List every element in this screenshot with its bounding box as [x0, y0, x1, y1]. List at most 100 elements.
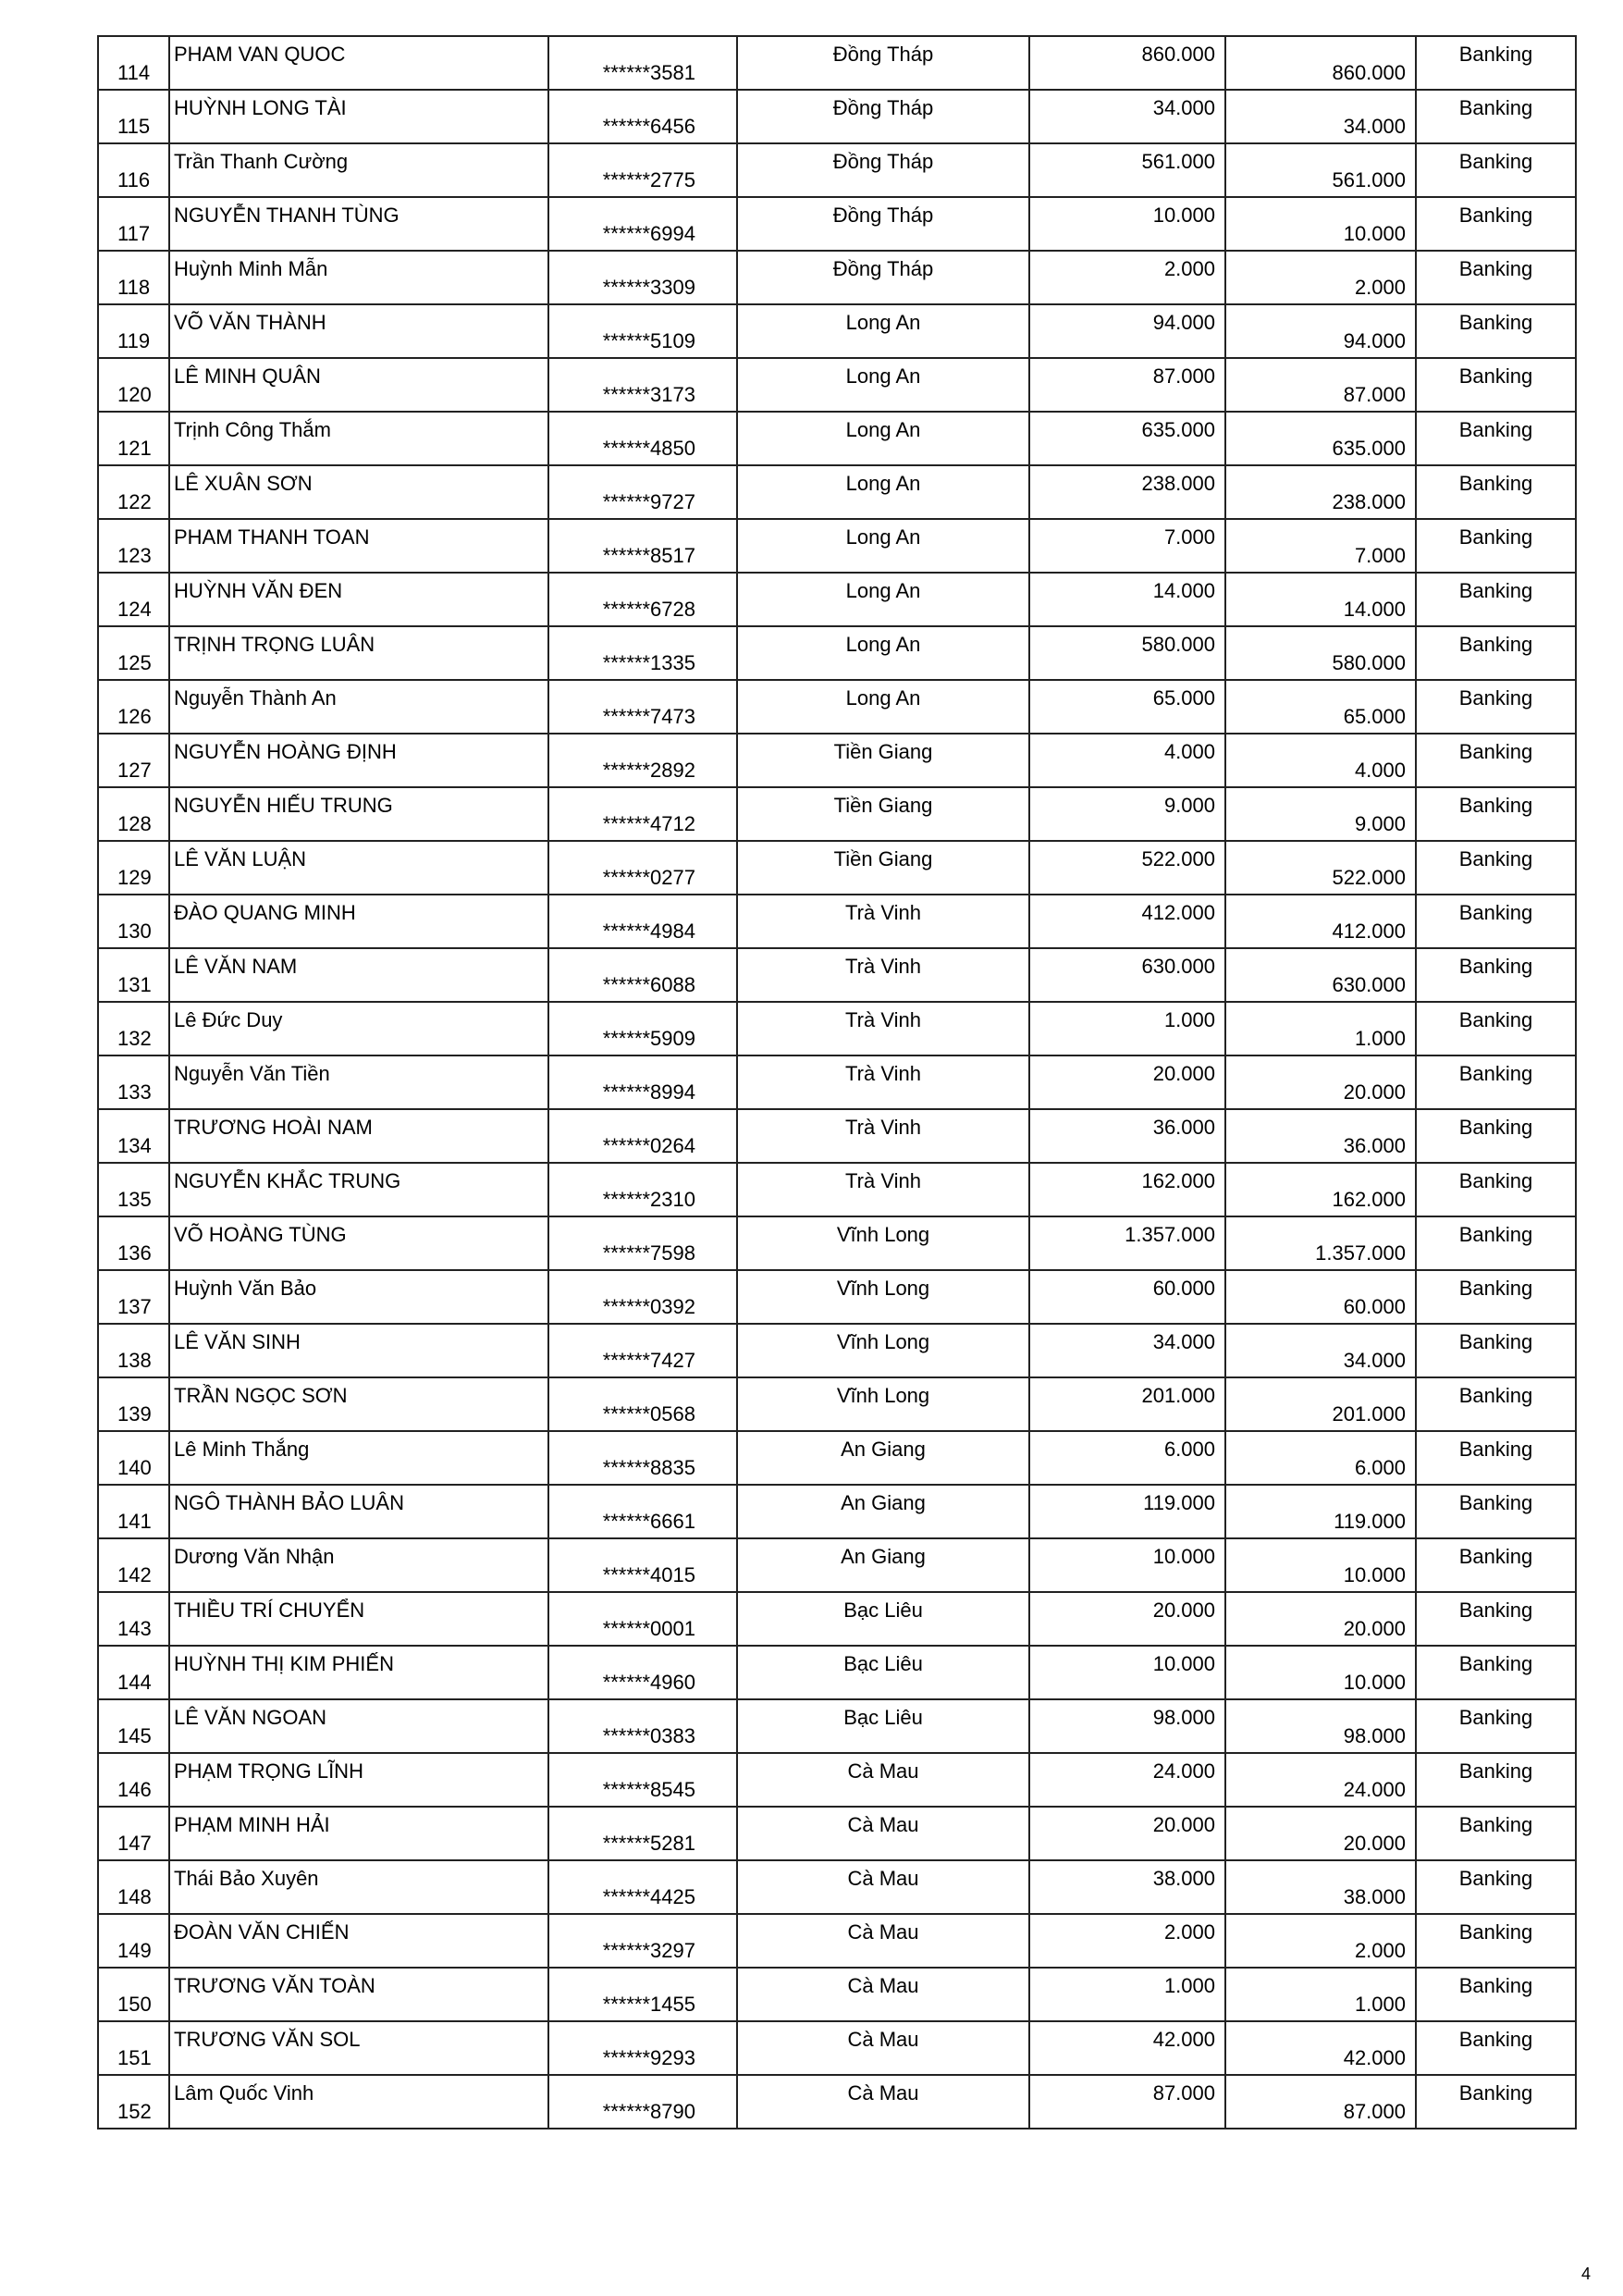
- row-number-cell: 142: [97, 1537, 170, 1593]
- amount: 412.000: [1141, 901, 1215, 924]
- account-number-cell: ******9293: [547, 2020, 738, 2076]
- account-number: ******6456: [602, 115, 695, 138]
- payment-method-cell: Banking: [1415, 518, 1577, 574]
- payment-method-cell: Banking: [1415, 1001, 1577, 1056]
- full-name-cell: ĐOÀN VĂN CHIẾN: [168, 1913, 549, 1969]
- payment-method-cell: Banking: [1415, 1484, 1577, 1539]
- province-cell: Cà Mau: [736, 2020, 1030, 2076]
- row-number: 139: [117, 1402, 152, 1426]
- account-number: ******3297: [602, 1939, 695, 1962]
- amount-transferred: 38.000: [1343, 1885, 1406, 1908]
- province-cell: Long An: [736, 518, 1030, 574]
- province-cell: Vĩnh Long: [736, 1323, 1030, 1378]
- province-cell: Bạc Liêu: [736, 1645, 1030, 1700]
- full-name-cell: PHAM VAN QUOC: [168, 35, 549, 91]
- amount-transferred: 119.000: [1334, 1510, 1406, 1533]
- full-name: Dương Văn Nhận: [174, 1545, 335, 1568]
- province-cell: Tiền Giang: [736, 840, 1030, 895]
- row-number-cell: 117: [97, 196, 170, 252]
- amount-transferred: 2.000: [1354, 276, 1406, 299]
- payment-method: Banking: [1458, 1813, 1533, 1836]
- payment-method: Banking: [1458, 1116, 1533, 1139]
- payment-method: Banking: [1458, 740, 1533, 763]
- province-cell: Trà Vinh: [736, 1055, 1030, 1110]
- payment-method: Banking: [1458, 1974, 1533, 1997]
- row-number-cell: 129: [97, 840, 170, 895]
- province: Cà Mau: [847, 1920, 919, 1944]
- account-number-cell: ******3297: [547, 1913, 738, 1969]
- full-name-cell: TRƯƠNG VĂN TOÀN: [168, 1967, 549, 2022]
- payment-method: Banking: [1458, 1223, 1533, 1246]
- table-row: 139 TRẦN NGỌC SƠN ******0568 Vĩnh Long 201.0…: [97, 1376, 1577, 1432]
- province: Long An: [845, 686, 921, 710]
- amount-cell: 201.000: [1028, 1376, 1226, 1432]
- amount: 94.000: [1152, 311, 1215, 334]
- amount-cell: 2.000: [1028, 250, 1226, 305]
- province: Long An: [845, 579, 921, 602]
- full-name: VÕ VĂN THÀNH: [174, 311, 326, 334]
- full-name-cell: LÊ VĂN NAM: [168, 947, 549, 1003]
- province: Cà Mau: [847, 1813, 919, 1836]
- account-number-cell: ******3309: [547, 250, 738, 305]
- payment-method-cell: Banking: [1415, 679, 1577, 734]
- amount: 87.000: [1152, 2081, 1215, 2105]
- table-row: 152 Lâm Quốc Vinh ******8790 Cà Mau 87.000 87…: [97, 2074, 1577, 2129]
- full-name: TRẦN NGỌC SƠN: [174, 1384, 348, 1407]
- table-row: 144 HUỲNH THỊ KIM PHIẾN ******4960 Bạc Liêu…: [97, 1645, 1577, 1700]
- account-number-cell: ******8790: [547, 2074, 738, 2129]
- province-cell: Trà Vinh: [736, 1162, 1030, 1217]
- amount-transferred: 635.000: [1332, 437, 1406, 460]
- account-number: ******9727: [602, 490, 695, 513]
- province: Cà Mau: [847, 1974, 919, 1997]
- table-row: 138 LÊ VĂN SINH ******7427 Vĩnh Long 34.000 3…: [97, 1323, 1577, 1378]
- province: Đồng Tháp: [832, 43, 934, 66]
- full-name-cell: NGUYỄN THANH TÙNG: [168, 196, 549, 252]
- row-number: 142: [117, 1563, 152, 1586]
- province-cell: Đồng Tháp: [736, 142, 1030, 198]
- amount-cell: 4.000: [1028, 733, 1226, 788]
- full-name-cell: Thái Bảo Xuyên: [168, 1859, 549, 1915]
- full-name-cell: Dương Văn Nhận: [168, 1537, 549, 1593]
- payment-method: Banking: [1458, 311, 1533, 334]
- amount-transferred-cell: 10.000: [1224, 1645, 1417, 1700]
- payment-method: Banking: [1458, 418, 1533, 441]
- province-cell: Tiền Giang: [736, 786, 1030, 842]
- payment-method: Banking: [1458, 1759, 1533, 1783]
- full-name-cell: HUỲNH THỊ KIM PHIẾN: [168, 1645, 549, 1700]
- account-number: ******0001: [602, 1617, 695, 1640]
- province-cell: Trà Vinh: [736, 947, 1030, 1003]
- full-name: NGUYỄN KHẮC TRUNG: [174, 1169, 401, 1192]
- amount-cell: 10.000: [1028, 1537, 1226, 1593]
- full-name: NGUYỄN HOÀNG ĐỊNH: [174, 740, 397, 763]
- payment-method: Banking: [1458, 1277, 1533, 1300]
- province: Đồng Tháp: [832, 257, 934, 280]
- payment-method-cell: Banking: [1415, 196, 1577, 252]
- amount-cell: 87.000: [1028, 357, 1226, 413]
- account-number: ******6994: [602, 222, 695, 245]
- table-row: 132 Lê Đức Duy ******5909 Trà Vinh 1.000 1.00…: [97, 1001, 1577, 1056]
- province-cell: Long An: [736, 357, 1030, 413]
- table-row: 122 LÊ XUÂN SƠN ******9727 Long An 238.000 23…: [97, 464, 1577, 520]
- full-name: PHẠM MINH HẢI: [174, 1813, 330, 1836]
- province: Bạc Liêu: [843, 1652, 923, 1675]
- row-number: 123: [117, 544, 152, 567]
- amount-cell: 1.000: [1028, 1001, 1226, 1056]
- amount-transferred: 20.000: [1343, 1617, 1406, 1640]
- amount: 14.000: [1152, 579, 1215, 602]
- amount-transferred-cell: 635.000: [1224, 411, 1417, 466]
- account-number-cell: ******0568: [547, 1376, 738, 1432]
- full-name: Lê Đức Duy: [174, 1008, 283, 1031]
- amount: 4.000: [1163, 740, 1215, 763]
- amount-transferred: 238.000: [1332, 490, 1406, 513]
- payment-method: Banking: [1458, 1491, 1533, 1514]
- full-name: LÊ MINH QUÂN: [174, 364, 321, 388]
- account-number-cell: ******8994: [547, 1055, 738, 1110]
- account-number-cell: ******0392: [547, 1269, 738, 1325]
- row-number: 136: [117, 1241, 152, 1265]
- row-number-cell: 140: [97, 1430, 170, 1486]
- amount-transferred-cell: 60.000: [1224, 1269, 1417, 1325]
- amount-transferred-cell: 7.000: [1224, 518, 1417, 574]
- amount-transferred: 7.000: [1354, 544, 1406, 567]
- row-number: 118: [117, 276, 151, 299]
- row-number-cell: 139: [97, 1376, 170, 1432]
